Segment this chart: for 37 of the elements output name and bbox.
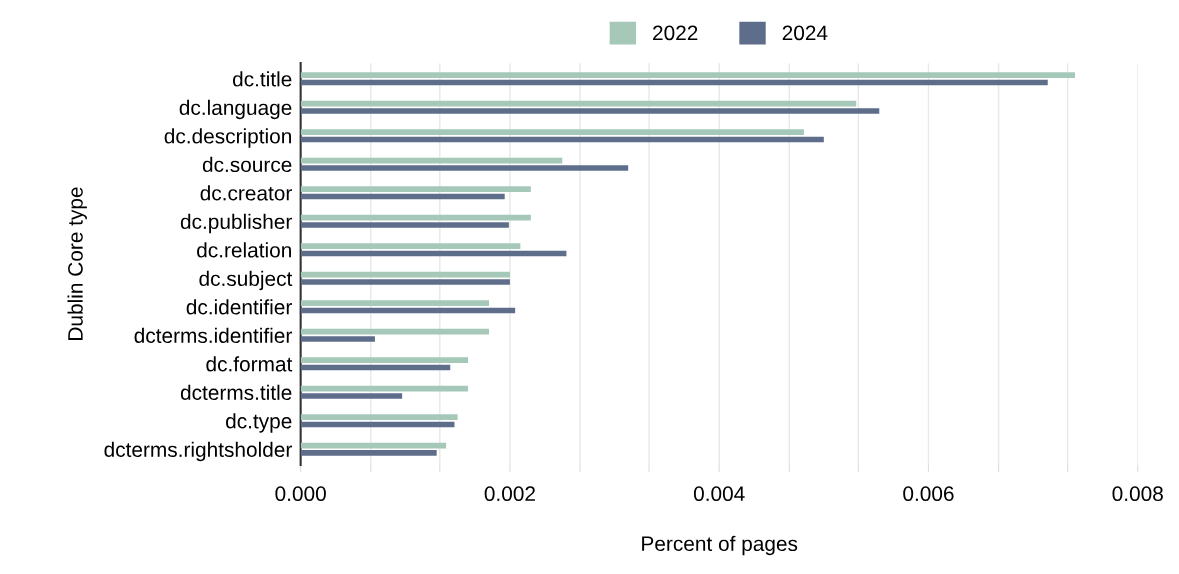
y-tick-label: dc.language (179, 99, 292, 120)
y-tick-label: dc.title (232, 71, 292, 87)
x-tick-label: 0.008 (1112, 486, 1163, 502)
bar (300, 450, 437, 456)
y-tick-label: dc.creator (200, 185, 292, 201)
x-tick-label: 0.000 (275, 486, 326, 502)
y-tick-label: dcterms.identifier (134, 327, 292, 344)
legend-label: 2022 (653, 25, 698, 41)
x-tick-label: 0.002 (484, 486, 535, 502)
bar (300, 414, 458, 420)
y-axis-title: Dublin Core type (67, 187, 87, 340)
bar (300, 336, 375, 342)
y-tick-label: dc.relation (197, 242, 291, 258)
y-tick-label: dc.subject (199, 270, 293, 291)
x-axis-title: Percent of pages (642, 535, 798, 556)
bar (300, 279, 510, 285)
y-tick-label: dc.type (226, 413, 292, 433)
bar (300, 72, 1075, 78)
y-tick-label: dc.identifier (186, 299, 292, 315)
y-tick-label: dc.description (164, 128, 291, 148)
bar (300, 300, 489, 306)
y-tick-label: dcterms.title (180, 384, 292, 401)
bar (300, 393, 403, 399)
bar (300, 243, 521, 249)
legend-label: 2024 (782, 25, 828, 41)
y-tick-label: dcterms.rightsholder (104, 441, 292, 462)
bar (300, 186, 531, 192)
bar (300, 357, 469, 363)
bar (300, 108, 880, 114)
bar (300, 129, 804, 135)
y-tick-label: dc.format (206, 356, 293, 372)
y-tick-label: dc.publisher (180, 213, 292, 234)
bar (300, 165, 629, 171)
y-tick-label: dc.source (202, 156, 292, 173)
x-tick-label: 0.004 (693, 486, 745, 502)
bar (300, 222, 509, 228)
x-tick-label: 0.006 (903, 486, 954, 502)
